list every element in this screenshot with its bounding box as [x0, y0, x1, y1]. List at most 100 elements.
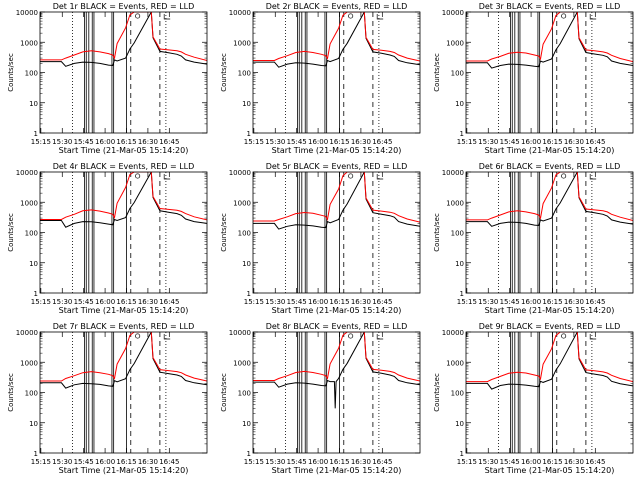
y-tick-label: 100: [451, 390, 464, 398]
peak-marker: [348, 333, 354, 339]
y-tick-label: 100: [25, 390, 38, 398]
series-line-events: [466, 172, 633, 227]
chart-panel-8: Det 8r BLACK = Events, RED = LLD 1 10 100 10…: [220, 322, 421, 475]
y-tick-label: 1: [247, 290, 251, 298]
peak-marker: [561, 173, 567, 179]
y-tick-label: 10000: [442, 9, 464, 17]
x-tick-label: 15:45: [500, 138, 520, 146]
x-tick-label: 15:45: [74, 458, 94, 466]
peak-marker: [561, 333, 567, 339]
x-tick-label: 15:30: [52, 458, 72, 466]
series-line-events: [253, 332, 420, 409]
x-tick-label: 16:30: [138, 138, 158, 146]
chart-title: Det 3r BLACK = Events, RED = LLD: [479, 2, 621, 11]
y-tick-label: 1: [460, 290, 464, 298]
x-tick-label: 16:00: [95, 298, 115, 306]
y-tick-label: 1: [34, 290, 38, 298]
y-tick-label: 1: [460, 130, 464, 138]
x-tick-label: 16:45: [372, 138, 392, 146]
y-axis-label: Counts/sec: [433, 53, 441, 92]
x-tick-label: 16:30: [351, 138, 371, 146]
y-axis-label: Counts/sec: [7, 213, 15, 252]
x-tick-label: 16:45: [372, 298, 392, 306]
plot-frame: [465, 171, 634, 294]
plot-frame: [39, 171, 208, 294]
y-tick-label: 1000: [446, 199, 464, 207]
y-tick-label: 1: [460, 450, 464, 458]
y-tick-label: 10: [29, 420, 38, 428]
x-tick-label: 15:45: [287, 458, 307, 466]
x-tick-label: 15:30: [52, 298, 72, 306]
x-tick-label: 16:45: [159, 138, 179, 146]
x-tick-label: 15:15: [244, 298, 264, 306]
y-tick-label: 10000: [442, 329, 464, 337]
y-axis-label: Counts/sec: [433, 213, 441, 252]
corner-marker: [163, 334, 171, 340]
y-tick-label: 10: [29, 260, 38, 268]
y-tick-label: 1000: [233, 39, 251, 47]
chart-panel-1: Det 1r BLACK = Events, RED = LLD 1 10 100 10…: [7, 2, 208, 155]
series-line-events: [253, 12, 420, 68]
y-tick-label: 100: [25, 230, 38, 238]
y-tick-label: 1: [247, 450, 251, 458]
y-tick-label: 1: [34, 450, 38, 458]
x-tick-label: 16:15: [542, 138, 562, 146]
chart-panel-6: Det 6r BLACK = Events, RED = LLD 1 10 100 10…: [433, 162, 634, 315]
plot-frame: [39, 331, 208, 454]
x-tick-label: 16:15: [542, 298, 562, 306]
x-tick-label: 15:30: [478, 138, 498, 146]
y-tick-label: 10: [455, 100, 464, 108]
corner-marker: [376, 174, 384, 180]
y-tick-label: 10000: [16, 169, 38, 177]
series-line-lld: [253, 332, 420, 382]
x-tick-label: 15:30: [265, 298, 285, 306]
y-tick-label: 10: [455, 260, 464, 268]
chart-panel-9: Det 9r BLACK = Events, RED = LLD 1 10 100 10…: [433, 322, 634, 475]
x-axis-label: Start Time (21-Mar-05 15:14:20): [272, 466, 402, 475]
series-line-lld: [253, 12, 420, 62]
y-tick-label: 100: [238, 70, 251, 78]
y-tick-label: 10: [242, 100, 251, 108]
y-axis-label: Counts/sec: [433, 373, 441, 412]
corner-marker: [163, 174, 171, 180]
x-tick-label: 16:00: [521, 138, 541, 146]
x-tick-label: 16:45: [585, 458, 605, 466]
corner-marker: [376, 334, 384, 340]
y-tick-label: 1000: [233, 359, 251, 367]
x-tick-label: 15:45: [287, 138, 307, 146]
peak-marker: [135, 173, 141, 179]
x-tick-label: 16:00: [95, 138, 115, 146]
y-tick-label: 10: [242, 260, 251, 268]
chart-panel-3: Det 3r BLACK = Events, RED = LLD 1 10 100 10…: [433, 2, 634, 155]
y-tick-label: 10000: [229, 9, 251, 17]
x-tick-label: 16:30: [351, 458, 371, 466]
y-tick-label: 1000: [20, 39, 38, 47]
series-line-events: [253, 172, 420, 230]
x-tick-label: 16:45: [159, 298, 179, 306]
series-line-events: [466, 12, 633, 69]
x-axis-label: Start Time (21-Mar-05 15:14:20): [485, 146, 615, 155]
peak-marker: [348, 173, 354, 179]
y-axis-label: Counts/sec: [7, 373, 15, 412]
x-tick-label: 15:15: [244, 138, 264, 146]
y-tick-label: 100: [451, 230, 464, 238]
series-line-events: [466, 332, 633, 390]
x-tick-label: 16:30: [138, 458, 158, 466]
x-tick-label: 16:30: [564, 138, 584, 146]
y-tick-label: 10000: [442, 169, 464, 177]
plot-frame: [465, 331, 634, 454]
x-tick-label: 16:00: [95, 458, 115, 466]
y-axis-label: Counts/sec: [220, 53, 228, 92]
x-tick-label: 15:45: [500, 458, 520, 466]
chart-title: Det 5r BLACK = Events, RED = LLD: [266, 162, 408, 171]
x-tick-label: 16:00: [308, 138, 328, 146]
x-tick-label: 16:30: [138, 298, 158, 306]
y-tick-label: 10000: [16, 9, 38, 17]
y-tick-label: 10: [455, 420, 464, 428]
x-tick-label: 15:15: [457, 458, 477, 466]
y-tick-label: 10: [29, 100, 38, 108]
x-tick-label: 16:15: [329, 138, 349, 146]
x-tick-label: 16:15: [329, 298, 349, 306]
series-line-lld: [466, 172, 633, 221]
